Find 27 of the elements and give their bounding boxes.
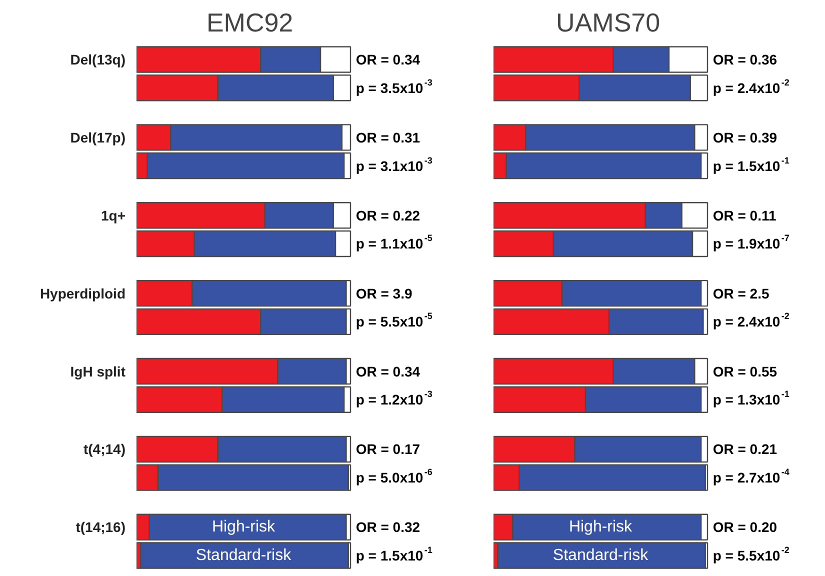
text: OR = 0.11 (712, 207, 776, 224)
y-tick-label: t(4;14) (83, 441, 126, 458)
text: OR = 0.36 (712, 52, 778, 68)
chart-title: UAMS70 (556, 8, 660, 38)
text: OR = 0.32 (356, 519, 420, 536)
annotation: Standard-risk (196, 546, 292, 564)
text: OR = 0.34 (356, 363, 420, 380)
text: OR = 0.17 (356, 441, 420, 458)
y-tick-label: Hyperdiploid (40, 285, 126, 302)
chart-title: EMC92 (206, 8, 294, 38)
annotation: Standard-risk (552, 546, 650, 564)
text: OR = 0.31 (356, 129, 420, 146)
y-tick-label: Del(17p) (70, 129, 126, 146)
text: OR = 0.34 (356, 52, 420, 68)
y-tick-label: Del(13q) (70, 52, 126, 68)
text: OR = 0.21 (712, 441, 778, 458)
text: OR = 0.39 (712, 129, 778, 146)
text: OR = 2.5 (712, 285, 770, 302)
annotation: High-risk (212, 518, 276, 536)
y-tick-label: t(14;16) (76, 519, 126, 536)
y-tick-label: IgH split (70, 363, 126, 380)
annotation: High-risk (568, 518, 634, 536)
text: OR = 0.55 (712, 363, 778, 380)
text: OR = 3.9 (356, 285, 412, 302)
y-tick-label: 1q+ (100, 207, 126, 224)
text: OR = 0.20 (712, 519, 778, 536)
text: OR = 0.22 (356, 207, 420, 224)
